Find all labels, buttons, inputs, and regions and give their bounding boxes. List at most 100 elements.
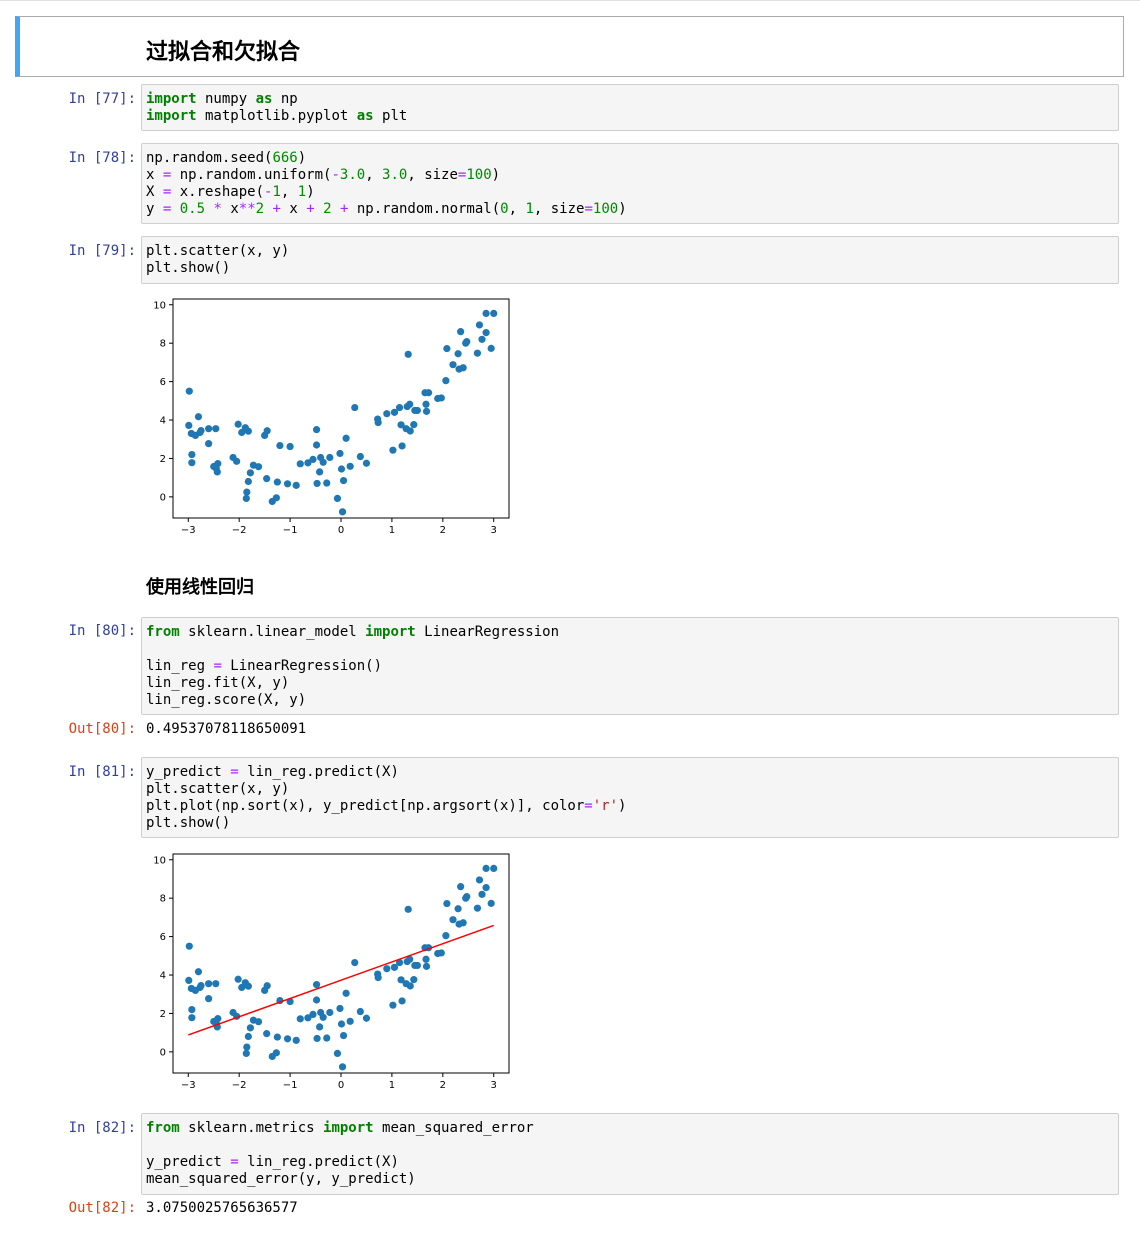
- scatter-point: [395, 958, 404, 967]
- code-token: import: [365, 624, 416, 640]
- scatter-point: [337, 465, 346, 473]
- scatter-point: [304, 459, 312, 467]
- scatter-point: [413, 961, 421, 970]
- scatter-point: [234, 420, 242, 428]
- code-line: from sklearn.linear_model import LinearR…: [146, 624, 559, 641]
- scatter-point: [326, 1008, 334, 1017]
- scatter-point: [449, 916, 457, 924]
- y-tick-label: 8: [160, 894, 166, 905]
- y-tick-label: 2: [160, 1009, 166, 1020]
- scatter-point: [487, 344, 495, 352]
- scatter-point: [473, 349, 482, 357]
- scatter-point: [457, 328, 465, 336]
- x-tick-label: −2: [232, 1080, 247, 1091]
- scatter-point: [243, 488, 251, 496]
- scatter-point: [283, 1035, 292, 1043]
- code-cell-81[interactable]: y_predict = lin_reg.predict(X) plt.scatte…: [141, 757, 1119, 838]
- code-token: LinearRegression(): [221, 658, 383, 674]
- scatter-point: [404, 905, 412, 913]
- scatter-point: [338, 1063, 347, 1071]
- code-token: plt.plot(np.sort(x), y_predict[np.argsor…: [146, 798, 585, 814]
- scatter-point: [205, 980, 213, 988]
- prompt-in-79: In [79]:: [68, 243, 136, 259]
- code-token: import: [146, 108, 197, 124]
- scatter-point: [312, 996, 321, 1004]
- code-token: x: [280, 201, 307, 217]
- selected-markdown-cell[interactable]: [15, 16, 1124, 77]
- code-token: plt: [373, 108, 408, 124]
- scatter-point: [214, 1015, 222, 1023]
- x-tick-label: 1: [389, 1080, 395, 1091]
- y-tick-label: 10: [153, 855, 166, 866]
- x-tick-label: −2: [232, 525, 247, 536]
- scatter-point: [188, 1006, 196, 1014]
- code-token: x.reshape(: [171, 184, 265, 200]
- code-line: import numpy as np: [146, 91, 298, 108]
- scatter-point: [422, 955, 430, 963]
- code-token: from: [146, 1120, 180, 1136]
- scatter-point: [437, 394, 445, 402]
- scatter-point: [313, 479, 321, 488]
- code-line: y_predict = lin_reg.predict(X): [146, 764, 399, 781]
- code-token: 0: [500, 201, 509, 217]
- code-line: plt.plot(np.sort(x), y_predict[np.argsor…: [146, 798, 626, 815]
- scatter-point: [390, 963, 399, 971]
- code-line: np.random.seed(666): [146, 150, 306, 167]
- scatter-point: [185, 421, 193, 430]
- code-token: as: [255, 91, 273, 107]
- scatter-point: [362, 1014, 371, 1022]
- code-cell-77[interactable]: import numpy as np import matplotlib.pypl…: [141, 84, 1119, 131]
- scatter-point: [254, 463, 263, 471]
- scatter-point: [276, 441, 284, 450]
- scatter-point: [475, 321, 484, 329]
- code-token: sklearn.metrics: [179, 1120, 324, 1136]
- output-score: 0.49537078118650091: [146, 721, 307, 737]
- scatter-point: [351, 403, 359, 412]
- x-tick-label: −3: [181, 525, 196, 536]
- scatter-point: [406, 955, 414, 963]
- scatter-point: [449, 361, 457, 369]
- scatter-point: [422, 407, 431, 415]
- scatter-point: [283, 480, 292, 488]
- y-tick-label: 4: [160, 971, 166, 982]
- scatter-point: [185, 942, 193, 950]
- regression-line: [188, 924, 494, 1036]
- code-token: np: [272, 91, 298, 107]
- code-token: numpy: [196, 91, 256, 107]
- code-cell-80[interactable]: from sklearn.linear_model import LinearR…: [141, 617, 1119, 715]
- scatter-point: [263, 982, 271, 990]
- scatter-plot: −3 −2 −1 0 1 2 3 0 2 4 6 8 10: [153, 298, 510, 536]
- scatter-point: [339, 476, 348, 485]
- scatter-point: [205, 440, 213, 448]
- scatter-point: [194, 413, 203, 421]
- scatter-point: [338, 508, 347, 516]
- code-cell-82[interactable]: from sklearn.metrics import mean_squared…: [141, 1113, 1119, 1195]
- code-line: import matplotlib.pyplot as plt: [146, 108, 407, 125]
- x-tick-label: 3: [491, 1080, 497, 1091]
- scatter-point: [312, 426, 321, 434]
- code-token: =: [230, 1154, 239, 1170]
- scatter-point: [304, 1014, 312, 1022]
- code-token: 100: [466, 167, 492, 183]
- scatter-point: [326, 453, 334, 462]
- code-cell-78[interactable]: np.random.seed(666) x = np.random.uniform…: [141, 143, 1119, 224]
- scatter-point: [185, 387, 193, 395]
- scatter-point: [272, 494, 280, 502]
- scatter-point: [188, 451, 196, 459]
- scatter-point: [404, 350, 412, 358]
- code-token: ): [491, 167, 501, 183]
- scatter-point: [312, 981, 321, 989]
- scatter-point: [205, 995, 213, 1003]
- scatter-point: [443, 899, 451, 908]
- y-tick-label: 2: [160, 454, 166, 465]
- scatter-point: [319, 458, 327, 466]
- code-token: mean_squared_error: [373, 1120, 534, 1136]
- scatter-point: [296, 1015, 304, 1023]
- code-token: +: [339, 201, 349, 217]
- scatter-point: [286, 442, 294, 451]
- scatter-point: [383, 410, 391, 418]
- code-cell-79[interactable]: plt.scatter(x, y) plt.show(): [141, 236, 1119, 284]
- scatter-point: [442, 932, 450, 940]
- code-token: 3.0: [382, 167, 408, 183]
- scatter-point: [422, 962, 431, 970]
